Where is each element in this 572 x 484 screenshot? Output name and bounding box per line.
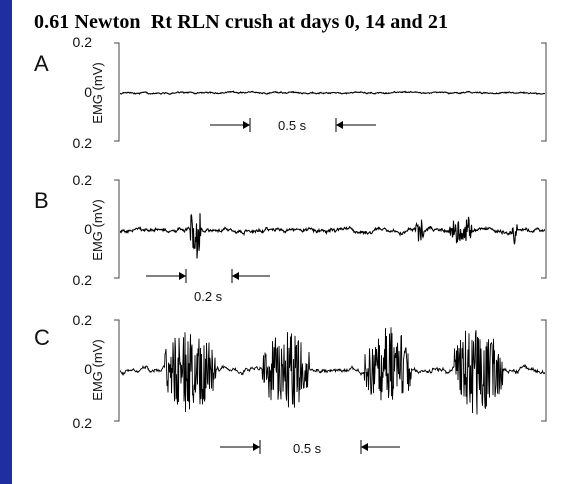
emg-trace-series [120, 213, 545, 259]
y-axis-label: EMG (mV) [90, 62, 105, 123]
y-tick-label-bottom: 0.2 [73, 415, 93, 431]
left-color-strip [0, 0, 12, 484]
scale-arrowhead-left [253, 443, 260, 451]
y-axis-bracket-right [541, 319, 547, 422]
scale-arrowhead-left [179, 272, 186, 280]
y-axis-bracket-left [114, 179, 120, 279]
y-tick-label-bottom: 0.2 [73, 272, 93, 288]
y-axis-label: EMG (mV) [90, 339, 105, 400]
y-tick-label-top: 0.2 [73, 312, 93, 328]
y-axis-bracket-right [541, 179, 547, 279]
y-tick-label-top: 0.2 [73, 172, 93, 188]
scale-bar-label: 0.2 s [194, 289, 223, 304]
y-axis-bracket-right [541, 42, 547, 142]
y-tick-label-zero: 0 [84, 361, 92, 377]
emg-trace-series [120, 327, 545, 415]
y-tick-label-zero: 0 [84, 84, 92, 100]
scale-arrowhead-left [243, 121, 250, 129]
y-axis-label: EMG (mV) [90, 199, 105, 260]
y-tick-label-top: 0.2 [73, 34, 93, 50]
scale-bar-label: 0.5 s [278, 118, 307, 133]
y-tick-label-zero: 0 [84, 221, 92, 237]
time-scale-bar: 0.5 s [220, 440, 400, 456]
panel-a: A EMG (mV) 0.2 0 0.2 0.5 s [34, 34, 547, 151]
emg-trace-series [120, 90, 545, 96]
panel-letter: A [34, 51, 49, 76]
panel-c: C EMG (mV) 0.2 0 0.2 0.5 s [34, 312, 547, 456]
time-scale-bar: 0.2 s [146, 269, 270, 304]
y-axis-bracket-left [114, 319, 120, 422]
panel-letter: B [34, 188, 49, 213]
y-axis-bracket-left [114, 42, 120, 142]
scale-bar-label: 0.5 s [293, 441, 322, 456]
y-tick-label-bottom: 0.2 [73, 135, 93, 151]
panel-b: B EMG (mV) 0.2 0 0.2 0.2 s [34, 172, 547, 304]
panel-letter: C [34, 325, 50, 350]
figure-title: 0.61 Newton Rt RLN crush at days 0, 14 a… [34, 11, 449, 33]
time-scale-bar: 0.5 s [210, 118, 376, 133]
